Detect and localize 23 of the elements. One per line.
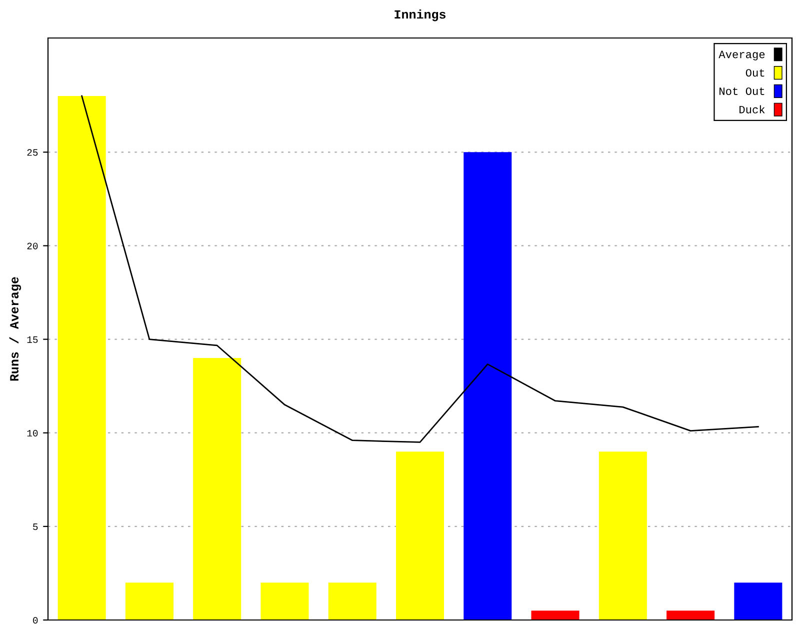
y-tick-label: 10 bbox=[27, 430, 38, 436]
y-tick-label: 15 bbox=[27, 336, 38, 343]
bar bbox=[193, 358, 242, 620]
bar bbox=[125, 582, 174, 620]
bar bbox=[531, 610, 580, 620]
bar bbox=[58, 96, 106, 620]
bar bbox=[666, 610, 715, 620]
y-axis-title: Runs / Average bbox=[9, 277, 22, 381]
legend-label: Duck bbox=[740, 105, 765, 114]
chart-title: Innings bbox=[394, 9, 446, 22]
y-tick-label: 25 bbox=[27, 149, 38, 156]
y-tick-label: 0 bbox=[33, 617, 38, 624]
bar bbox=[598, 452, 647, 620]
bar bbox=[396, 452, 444, 620]
legend-label: Out bbox=[746, 69, 764, 77]
y-tick-label: 5 bbox=[33, 524, 38, 530]
legend-label: Not Out bbox=[720, 87, 764, 95]
y-tick-label: 20 bbox=[27, 242, 38, 250]
bar bbox=[734, 582, 782, 620]
bar bbox=[328, 582, 376, 620]
legend-label: Average bbox=[718, 50, 765, 60]
bar bbox=[260, 582, 309, 620]
bar bbox=[464, 152, 512, 620]
